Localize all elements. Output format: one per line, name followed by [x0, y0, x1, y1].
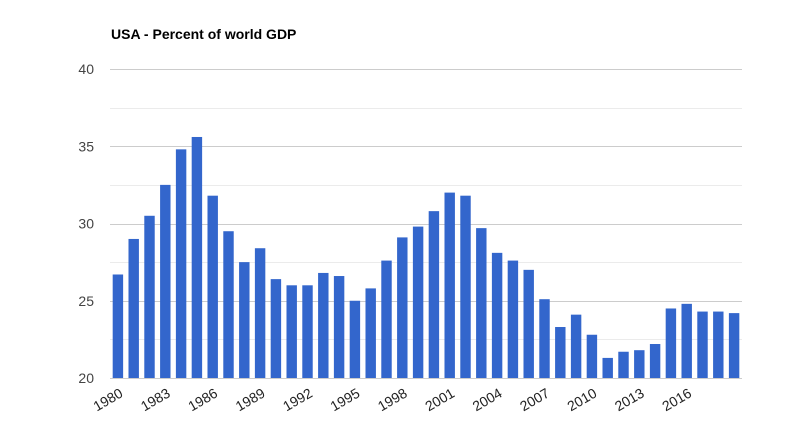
- y-tick-label: 30: [78, 216, 94, 232]
- bar-1985: [191, 136, 203, 378]
- x-tick-label: 1983: [138, 385, 173, 415]
- bar-1981: [128, 238, 139, 378]
- bar-2008: [555, 327, 566, 378]
- y-tick-label: 25: [78, 293, 94, 309]
- bar-1982: [144, 215, 155, 378]
- bar-1986: [207, 195, 218, 378]
- x-tick-label: 2004: [470, 385, 505, 415]
- x-tick-label: 2007: [517, 385, 552, 415]
- bar-2002: [460, 195, 471, 378]
- bar-2000: [428, 211, 440, 378]
- x-axis: 1980 1983 1986 1989 1992 1995 1998 2001 2004 2007…: [90, 385, 694, 415]
- bar-2004: [491, 252, 503, 378]
- bar-1980: [112, 274, 124, 378]
- bar-1993: [318, 272, 329, 378]
- bar-1987: [223, 231, 234, 378]
- bar-1991: [286, 285, 297, 378]
- bar-layer: [112, 136, 740, 379]
- bar-1983: [160, 184, 171, 379]
- y-tick-label: 40: [78, 61, 94, 77]
- bar-2015: [665, 308, 677, 378]
- bar-2016: [681, 303, 692, 378]
- bar-1997: [381, 260, 392, 378]
- bar-2006: [523, 269, 534, 378]
- bar-2005: [507, 260, 519, 378]
- y-tick-label: 20: [78, 370, 94, 386]
- bar-2010: [586, 334, 598, 378]
- x-tick-label: 2016: [659, 385, 694, 415]
- bar-1989: [254, 248, 266, 378]
- bar-1995: [349, 300, 361, 378]
- bar-1984: [175, 149, 187, 378]
- y-tick-label: 35: [78, 138, 94, 154]
- x-tick-label: 1992: [280, 385, 315, 415]
- x-tick-label: 1986: [185, 385, 220, 415]
- bar-2013: [634, 350, 645, 378]
- y-axis: 20 25 30 35 40: [78, 61, 94, 386]
- bar-2001: [444, 192, 455, 378]
- bar-1999: [412, 226, 424, 378]
- bar-1988: [239, 262, 250, 379]
- bar-2019: [728, 313, 740, 378]
- bar-1994: [333, 276, 345, 378]
- bar-2009: [570, 314, 582, 378]
- x-tick-label: 1980: [90, 385, 125, 415]
- x-tick-label: 1998: [375, 385, 410, 415]
- x-tick-label: 2013: [612, 385, 647, 415]
- x-tick-label: 1989: [233, 385, 268, 415]
- bar-1990: [270, 279, 282, 378]
- bar-1992: [302, 285, 313, 378]
- bar-1998: [397, 237, 408, 378]
- bar-1996: [365, 288, 376, 378]
- x-tick-label: 2010: [564, 385, 599, 415]
- chart-title: USA - Percent of world GDP: [111, 26, 297, 42]
- bar-2003: [476, 228, 487, 378]
- bar-2011: [602, 357, 613, 378]
- bar-2007: [539, 299, 550, 378]
- bar-2017: [697, 311, 708, 378]
- x-tick-label: 1995: [327, 385, 362, 415]
- bar-2014: [649, 344, 661, 378]
- x-tick-label: 2001: [422, 385, 457, 415]
- grid-layer: [110, 69, 742, 379]
- bar-2018: [713, 311, 724, 378]
- bar-2012: [618, 351, 629, 378]
